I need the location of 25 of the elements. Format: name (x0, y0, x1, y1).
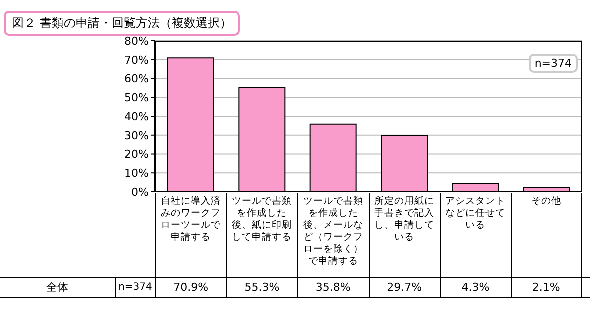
y-tick-label: 10% (124, 167, 149, 180)
y-tick-label: 50% (124, 92, 149, 105)
text: 全体 (46, 280, 70, 296)
x-tick-label: 所定の用紙に手書きで記入し、申請している (368, 193, 440, 277)
data-label: 55.3% (226, 278, 298, 297)
y-tick-label: 20% (124, 148, 149, 162)
x-tick-label: ツールで書類を作成した後、メールなど（ワークフローを除く）で申請する (297, 193, 368, 277)
data-label: 35.8% (297, 278, 368, 297)
y-tick-label: 70% (124, 54, 149, 67)
y-tick-label: 30% (124, 129, 149, 142)
data-label: 70.9% (155, 278, 226, 297)
data-label: 4.3% (440, 278, 511, 297)
annotation: n=374 (528, 54, 578, 73)
x-tick-label: その他 (510, 193, 582, 277)
data-label: 2.1% (510, 278, 582, 297)
y-tick-label: 40% (124, 110, 149, 124)
x-tick-label: 自社に導入済みのワークフローツールで申請する (155, 193, 226, 277)
chart-title: 図２ 書類の申請・回覧方法（複数選択） (4, 11, 240, 36)
y-tick-label: 0% (132, 186, 149, 199)
data-label: 29.7% (368, 278, 440, 297)
y-tick-label: 80% (124, 34, 149, 48)
x-tick-label: アシスタントなどに任せている (440, 193, 511, 277)
text: n=374 (115, 278, 155, 297)
x-tick-label: ツールで書類を作成した後、紙に印刷して申請する (226, 193, 298, 277)
y-tick-label: 60% (124, 72, 149, 86)
